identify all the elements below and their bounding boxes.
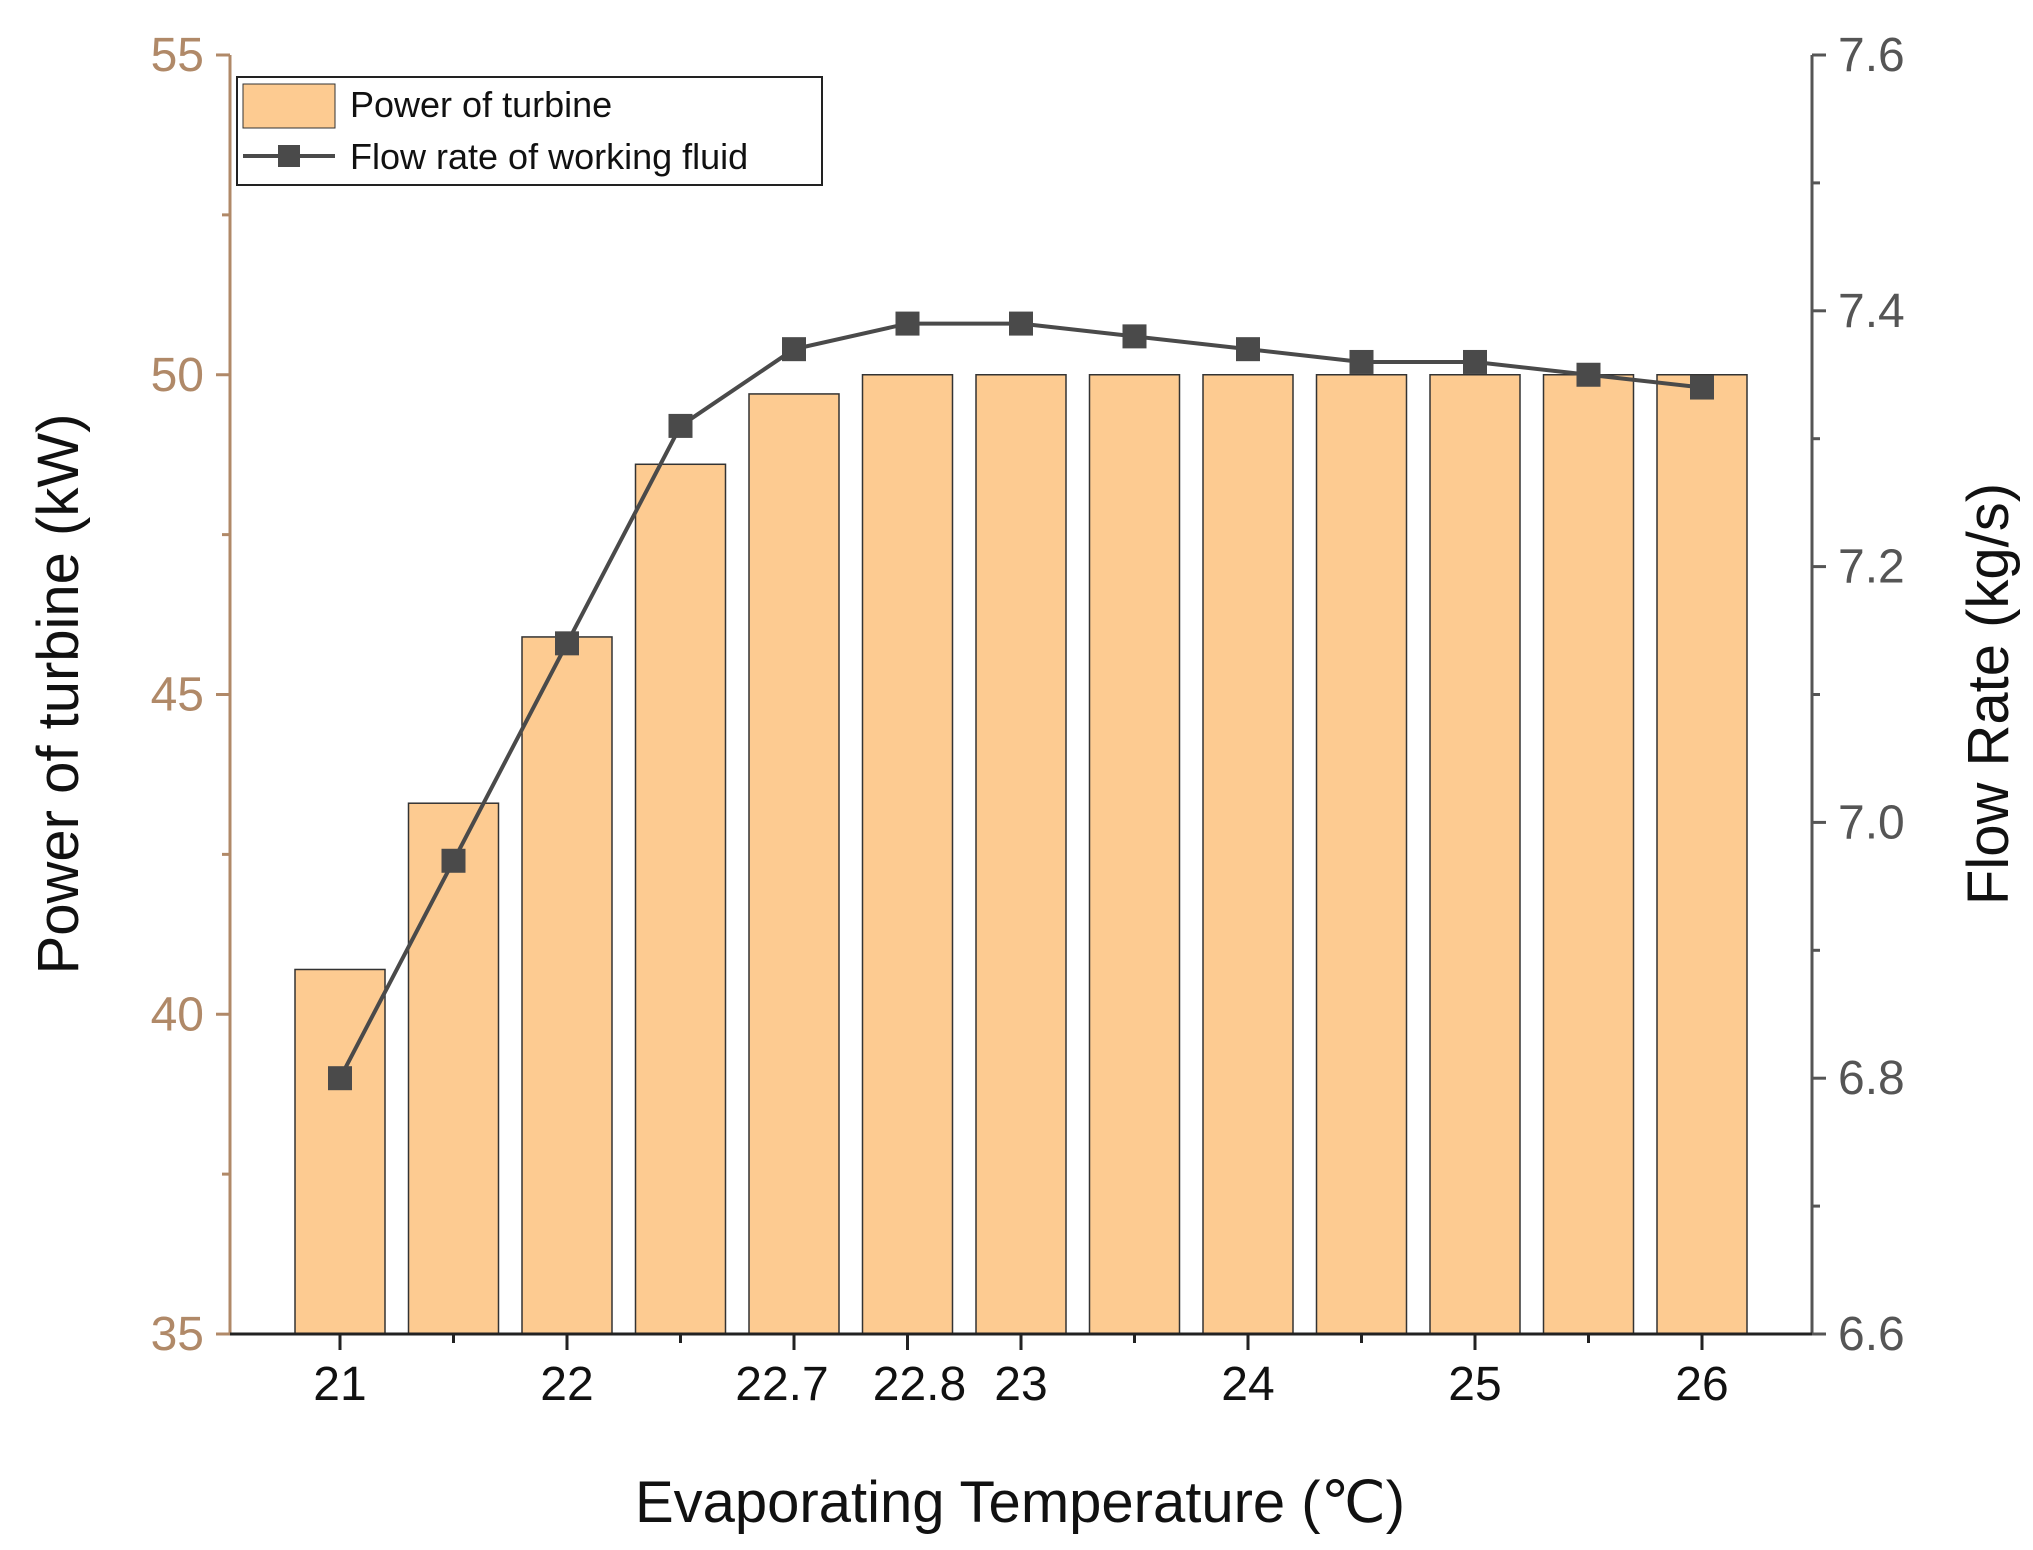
- x-axis-ticks: 21 22 22.7 22.8 23 24 25 26: [313, 1334, 1729, 1411]
- flow-point-10: [1463, 349, 1487, 374]
- flow-point-7: [1122, 324, 1147, 349]
- right-axis-ticks: 6.6 6.8 7.0 7.2 7.4 7.6: [1812, 29, 1905, 1361]
- right-tick-label-3: 7.2: [1838, 541, 1905, 594]
- bar-12: [1656, 374, 1748, 1335]
- legend-label-flow: Flow rate of working fluid: [350, 136, 748, 177]
- right-tick-label-5: 7.6: [1838, 29, 1905, 82]
- bar-1: [407, 802, 500, 1335]
- bar-6: [975, 374, 1067, 1335]
- flow-point-11: [1576, 362, 1601, 387]
- flow-point-1: [441, 848, 466, 873]
- right-tick-label-4: 7.4: [1838, 285, 1905, 338]
- legend-marker-flow: [278, 145, 300, 167]
- bar-8: [1202, 374, 1294, 1335]
- flow-point-0: [328, 1066, 352, 1091]
- bar-4: [748, 393, 840, 1335]
- flow-point-3: [668, 413, 693, 438]
- x-tick-label-6: 23: [994, 1358, 1047, 1411]
- flow-point-9: [1349, 349, 1374, 374]
- left-tick-label-0: 35: [151, 1308, 204, 1361]
- bar-3: [634, 463, 727, 1335]
- bar-11: [1542, 374, 1635, 1335]
- x-tick-label-5: 22.8: [873, 1358, 966, 1411]
- flow-point-2: [555, 631, 579, 656]
- left-tick-label-4: 55: [151, 29, 204, 82]
- x-tick-label-12: 26: [1675, 1358, 1728, 1411]
- bar-2: [521, 636, 613, 1335]
- flow-point-8: [1236, 337, 1260, 362]
- flow-point-6: [1009, 311, 1033, 336]
- x-axis-title: Evaporating Temperature (℃): [635, 1470, 1405, 1535]
- y-axis-title: Power of turbine (kW): [26, 414, 91, 975]
- flow-point-5: [895, 311, 920, 336]
- flow-point-4: [782, 337, 806, 362]
- right-tick-label-0: 6.6: [1838, 1308, 1905, 1361]
- bar-5: [861, 374, 954, 1335]
- x-tick-label-4: 22.7: [735, 1358, 828, 1411]
- x-tick-label-0: 21: [313, 1358, 366, 1411]
- right-tick-label-2: 7.0: [1838, 796, 1905, 849]
- left-tick-label-1: 40: [151, 988, 204, 1041]
- left-axis-ticks: 35 40 45 50 55: [151, 29, 230, 1361]
- left-tick-label-3: 50: [151, 349, 204, 402]
- bar-0: [294, 968, 386, 1335]
- line-group: [328, 311, 1714, 1091]
- legend-swatch-power: [242, 83, 336, 129]
- flow-point-12: [1690, 375, 1714, 400]
- left-tick-label-2: 45: [151, 669, 204, 722]
- legend: Power of turbine Flow rate of working fl…: [236, 76, 823, 186]
- bars-group: [294, 374, 1748, 1335]
- x-tick-label-2: 22: [540, 1358, 593, 1411]
- legend-label-power: Power of turbine: [350, 84, 612, 125]
- bar-9: [1315, 374, 1408, 1335]
- bar-7: [1088, 374, 1181, 1335]
- x-tick-label-8: 24: [1221, 1358, 1274, 1411]
- right-tick-label-1: 6.8: [1838, 1052, 1905, 1105]
- y2-axis-title: Flow Rate (kg/s): [1956, 483, 2021, 905]
- x-tick-label-10: 25: [1448, 1358, 1501, 1411]
- bar-10: [1429, 374, 1521, 1335]
